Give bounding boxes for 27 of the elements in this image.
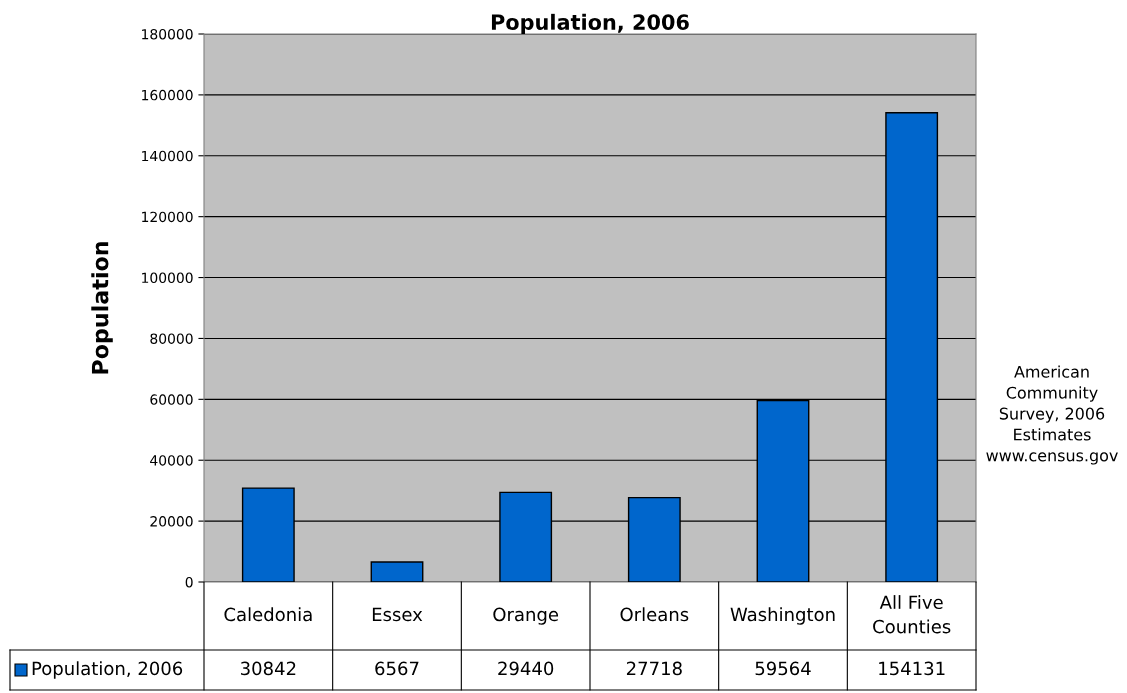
y-tick-label: 100000	[142, 272, 193, 284]
data-label: 29440	[498, 661, 554, 676]
x-tick-label: Essex	[372, 607, 423, 622]
x-tick-label: Washington	[730, 607, 835, 625]
data-label: 6567	[375, 661, 419, 676]
bar	[370, 561, 424, 582]
y-tick-label: 80000	[150, 333, 193, 344]
y-axis-title: Population	[91, 242, 113, 374]
y-tick-label: 20000	[150, 516, 193, 527]
text: American Community Survey, 2006 Estimates www.census.gov	[986, 365, 1118, 465]
legend-label: Population, 2006	[32, 661, 183, 679]
data-label: 27718	[626, 661, 682, 676]
y-tick-label: 60000	[150, 394, 193, 405]
y-tick-label: 140000	[142, 150, 193, 162]
y-tick-label: 120000	[142, 211, 193, 223]
data-label: 30842	[240, 661, 296, 676]
y-tick-label: 0	[185, 576, 193, 588]
y-tick-label: 180000	[142, 28, 193, 40]
x-tick-label: Orleans	[620, 607, 689, 622]
x-tick-label: Caledonia	[224, 607, 312, 622]
chart-title: Population, 2006	[491, 13, 689, 34]
data-label: 154131	[879, 661, 945, 676]
data-label: 59564	[755, 661, 811, 676]
x-tick-label: Orange	[493, 607, 559, 625]
y-tick-label: 160000	[142, 89, 193, 101]
x-tick-label: All Five Counties	[873, 595, 951, 634]
y-tick-label: 40000	[150, 455, 193, 466]
